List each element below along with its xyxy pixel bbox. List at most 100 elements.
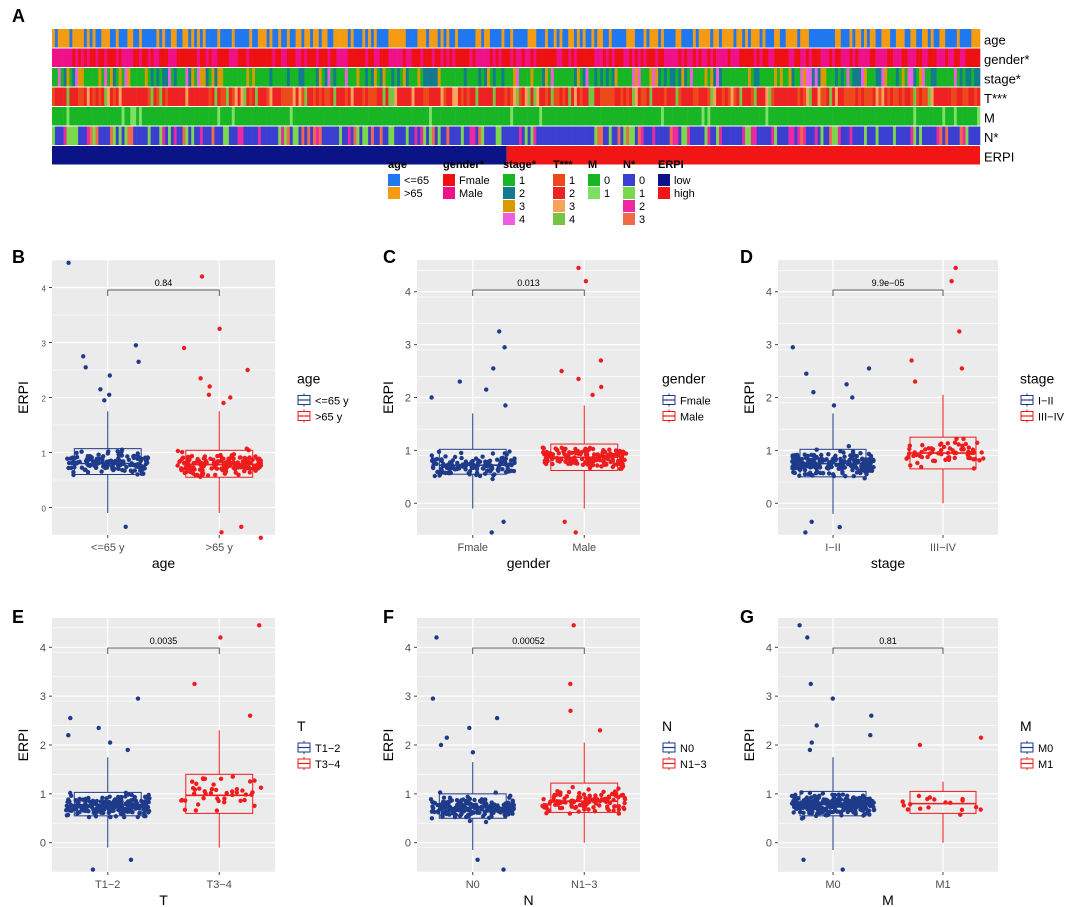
heatmap-cell	[243, 107, 247, 126]
heatmap-cell	[634, 48, 639, 67]
heatmap-cell	[861, 87, 865, 106]
heatmap-cell	[350, 107, 354, 126]
heatmap-cell	[376, 29, 380, 48]
heatmap-cell	[266, 68, 270, 87]
heatmap-cell	[344, 48, 349, 67]
heatmap-cell	[620, 48, 624, 67]
heatmap-cell	[185, 107, 189, 126]
heatmap-cell	[536, 126, 540, 145]
heatmap-cell	[385, 107, 389, 126]
heatmap-cell	[843, 48, 847, 67]
y-axis-title: ERPI	[15, 381, 31, 414]
data-point	[79, 449, 84, 454]
data-point	[66, 260, 71, 265]
heatmap-cell	[829, 68, 833, 87]
data-point	[430, 799, 435, 805]
box-group-0	[789, 623, 877, 872]
y-tick-label: 3	[766, 691, 772, 703]
heatmap-cell	[733, 48, 737, 67]
heatmap-cell	[112, 126, 117, 145]
heatmap-cell	[333, 126, 337, 145]
data-point	[541, 797, 546, 802]
heatmap-cell	[878, 29, 882, 48]
heatmap-cell	[83, 107, 88, 126]
heatmap-cell	[713, 87, 717, 106]
heatmap-cell	[75, 68, 79, 87]
heatmap-cell	[774, 68, 778, 87]
heatmap-cell	[304, 48, 308, 67]
heatmap-cell	[423, 126, 427, 145]
heatmap-cell	[890, 107, 894, 126]
heatmap-cell	[655, 126, 659, 145]
heatmap-cell	[124, 87, 128, 106]
heatmap-cell	[524, 126, 528, 145]
heatmap-cell	[684, 48, 688, 67]
heatmap-cell	[878, 126, 882, 145]
data-point	[65, 799, 70, 805]
heatmap-cell	[600, 48, 604, 67]
heatmap-cell	[536, 87, 540, 106]
heatmap-cell	[919, 48, 923, 67]
data-point	[494, 715, 500, 721]
data-point	[82, 803, 88, 809]
heatmap-cell	[785, 87, 789, 106]
heatmap-cell	[318, 48, 322, 67]
heatmap-cell	[469, 29, 473, 48]
data-point	[445, 462, 450, 468]
box-group-1	[904, 265, 986, 504]
heatmap-cell	[263, 68, 267, 87]
heatmap-cell	[745, 29, 749, 48]
data-point	[611, 808, 616, 813]
heatmap-cell	[629, 29, 633, 48]
heatmap-cell	[823, 48, 827, 67]
data-point	[573, 805, 578, 811]
data-point	[956, 442, 961, 447]
heatmap-cell	[463, 48, 467, 67]
heatmap-cell	[861, 107, 865, 126]
heatmap-cell	[678, 68, 682, 87]
heatmap-cell	[658, 68, 662, 87]
heatmap-cell	[252, 29, 256, 48]
heatmap-cell	[101, 48, 105, 67]
data-point	[440, 463, 446, 469]
data-point	[576, 376, 581, 382]
data-point	[139, 798, 144, 804]
heatmap-cell	[191, 48, 195, 67]
data-point	[939, 452, 944, 457]
heatmap-cell	[840, 87, 844, 106]
data-point	[106, 459, 111, 464]
data-point	[221, 400, 226, 406]
heatmap-cell	[211, 126, 215, 145]
heatmap-cell	[69, 87, 73, 106]
data-point	[467, 818, 473, 824]
heatmap-cell	[620, 68, 624, 87]
data-point	[571, 623, 576, 628]
heatmap-cell	[791, 29, 795, 48]
heatmap-cell	[666, 87, 670, 106]
heatmap-cell	[661, 48, 665, 67]
data-point	[587, 793, 592, 798]
data-point	[830, 696, 835, 701]
y-tick-label: 3	[40, 691, 46, 703]
y-tick-label: 4	[766, 287, 772, 299]
heatmap-cell	[753, 48, 757, 67]
data-point	[182, 807, 188, 812]
heatmap-cell	[159, 48, 163, 67]
heatmap-cell	[565, 48, 569, 67]
heatmap-cell	[75, 107, 79, 126]
data-point	[99, 469, 104, 474]
data-point	[96, 452, 101, 457]
heatmap-cell	[139, 29, 143, 48]
heatmap-cell	[698, 87, 702, 106]
data-point	[939, 447, 944, 453]
data-point	[562, 451, 567, 457]
data-point	[211, 782, 216, 787]
heatmap-cell	[182, 48, 186, 67]
heatmap-cell	[808, 29, 813, 48]
heatmap-cell	[924, 68, 929, 87]
heatmap-cell	[394, 48, 398, 67]
heatmap-cell	[568, 48, 572, 67]
heatmap-cell	[275, 68, 279, 87]
heatmap-legend-label: 3	[569, 201, 575, 213]
